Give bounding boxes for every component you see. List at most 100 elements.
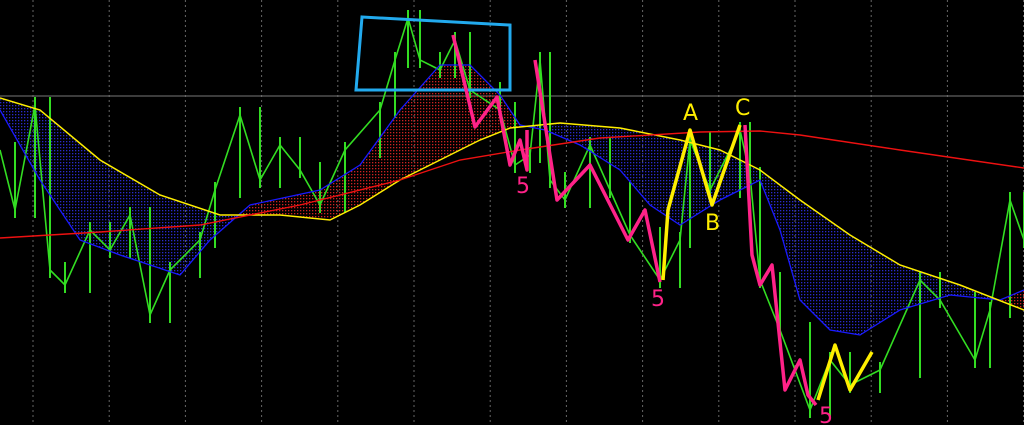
bear-cloud-segment bbox=[604, 126, 608, 163]
bear-cloud-segment bbox=[692, 143, 696, 218]
bull-cloud-segment bbox=[460, 65, 464, 150]
bull-cloud-segment bbox=[428, 74, 432, 166]
bear-cloud-segment bbox=[952, 282, 956, 296]
bull-cloud-segment bbox=[400, 105, 404, 180]
bull-cloud-segment bbox=[492, 87, 496, 136]
bear-cloud-segment bbox=[576, 124, 580, 145]
bull-cloud-segment bbox=[252, 203, 256, 215]
bear-cloud-segment bbox=[124, 174, 128, 258]
bear-cloud-segment bbox=[60, 126, 64, 216]
bear-cloud-segment bbox=[164, 196, 168, 271]
bear-cloud-segment bbox=[924, 273, 928, 303]
highlight-box bbox=[354, 15, 512, 92]
wave-drawing-yellow bbox=[661, 124, 742, 281]
wave-drawing-yellow bbox=[816, 343, 874, 401]
bear-cloud-segment bbox=[948, 281, 952, 296]
bull-cloud-segment bbox=[488, 83, 492, 137]
bear-cloud-segment bbox=[172, 199, 176, 274]
bull-cloud-segment bbox=[448, 65, 452, 156]
bear-cloud-segment bbox=[612, 127, 616, 168]
wave-label-5: 5 bbox=[651, 287, 665, 312]
bull-cloud-segment bbox=[368, 148, 372, 200]
bear-cloud-segment bbox=[112, 167, 116, 254]
bull-cloud-segment bbox=[372, 143, 376, 198]
bull-cloud-segment bbox=[352, 167, 356, 209]
bear-cloud-segment bbox=[52, 120, 56, 204]
bear-cloud-segment bbox=[812, 208, 816, 316]
bear-cloud-segment bbox=[208, 211, 212, 243]
bear-cloud-segment bbox=[828, 219, 832, 331]
bear-cloud-segment bbox=[732, 156, 736, 194]
bear-cloud-segment bbox=[808, 205, 812, 312]
bull-cloud-segment bbox=[332, 180, 336, 219]
bear-cloud-segment bbox=[96, 156, 100, 248]
bear-cloud-segment bbox=[20, 104, 24, 152]
bear-cloud-segment bbox=[900, 265, 904, 310]
bear-cloud-segment bbox=[772, 179, 776, 220]
bear-cloud-segment bbox=[892, 260, 896, 315]
bear-cloud-segment bbox=[584, 125, 588, 150]
bear-cloud-segment bbox=[64, 130, 68, 222]
bull-cloud-segment bbox=[1012, 293, 1016, 307]
bear-cloud-segment bbox=[888, 257, 892, 318]
bear-cloud-segment bbox=[752, 166, 756, 184]
bear-cloud-segment bbox=[564, 123, 568, 140]
price-line bbox=[0, 15, 1024, 413]
bear-cloud-segment bbox=[140, 183, 144, 263]
bear-cloud-segment bbox=[848, 233, 852, 334]
bear-cloud-segment bbox=[780, 185, 784, 244]
bear-cloud-segment bbox=[80, 143, 84, 242]
bear-cloud-segment bbox=[776, 182, 780, 230]
wave-label-c: C bbox=[735, 96, 750, 121]
bear-cloud-segment bbox=[852, 236, 856, 335]
bull-cloud-segment bbox=[408, 96, 412, 176]
bull-cloud-segment bbox=[472, 67, 476, 144]
bear-cloud-segment bbox=[896, 262, 900, 313]
bear-cloud-segment bbox=[628, 129, 632, 184]
bear-cloud-segment bbox=[12, 101, 16, 138]
annotation-labels: 5 5 5 A B C bbox=[516, 96, 833, 425]
bear-cloud-segment bbox=[0, 98, 4, 117]
bear-cloud-segment bbox=[44, 113, 48, 192]
bear-cloud-segment bbox=[656, 135, 660, 212]
bear-cloud-segment bbox=[884, 255, 888, 320]
wave-drawing-pink bbox=[451, 34, 529, 172]
bear-cloud-segment bbox=[860, 241, 864, 335]
bull-cloud-segment bbox=[248, 204, 252, 215]
bear-cloud-segment bbox=[132, 178, 136, 261]
bull-cloud-segment bbox=[416, 87, 420, 172]
bear-cloud-segment bbox=[788, 191, 792, 272]
bear-cloud-segment bbox=[868, 245, 872, 330]
bull-cloud-segment bbox=[284, 196, 288, 216]
bear-cloud-segment bbox=[572, 124, 576, 144]
bear-cloud-segment bbox=[188, 204, 192, 266]
bull-cloud-segment bbox=[308, 191, 312, 219]
bear-cloud-segment bbox=[856, 238, 860, 335]
bear-cloud-segment bbox=[580, 124, 584, 148]
bear-cloud-segment bbox=[876, 250, 880, 325]
bull-cloud-segment bbox=[392, 115, 396, 185]
bull-cloud-segment bbox=[436, 65, 440, 162]
bear-cloud-segment bbox=[676, 139, 680, 225]
wave-label-a: A bbox=[683, 101, 698, 126]
bear-cloud-segment bbox=[832, 222, 836, 331]
bear-cloud-segment bbox=[960, 285, 964, 297]
bull-cloud-segment bbox=[1020, 290, 1024, 310]
bear-cloud-segment bbox=[552, 123, 556, 135]
bear-cloud-segment bbox=[728, 154, 732, 196]
bear-cloud-segment bbox=[944, 279, 948, 297]
bear-cloud-segment bbox=[864, 243, 868, 333]
bear-cloud-segment bbox=[964, 286, 968, 297]
bull-cloud-segment bbox=[456, 65, 460, 152]
bear-cloud-segment bbox=[216, 213, 220, 235]
bear-cloud-segment bbox=[872, 248, 876, 328]
bear-cloud-segment bbox=[160, 195, 164, 270]
bear-cloud-segment bbox=[84, 146, 88, 243]
bear-cloud-segment bbox=[136, 181, 140, 262]
bear-cloud-segment bbox=[144, 185, 148, 265]
bear-cloud-segment bbox=[620, 128, 624, 175]
bull-cloud-segment bbox=[336, 177, 340, 217]
bear-cloud-segment bbox=[180, 201, 184, 275]
bull-cloud-segment bbox=[440, 65, 444, 160]
bear-cloud-segment bbox=[932, 275, 936, 301]
